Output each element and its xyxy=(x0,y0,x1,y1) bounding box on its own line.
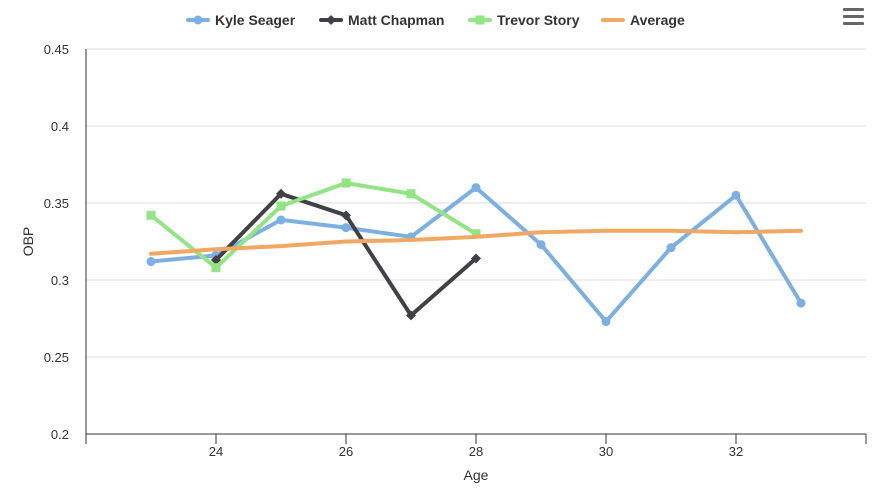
legend: Kyle Seager Matt Chapman Trevor Story Avera… xyxy=(186,12,685,28)
data-point xyxy=(406,189,416,199)
x-tick-label: 24 xyxy=(209,444,223,459)
data-point xyxy=(731,190,741,200)
y-tick-label: 0.2 xyxy=(51,427,69,442)
legend-item-kyle-seager[interactable]: Kyle Seager xyxy=(186,12,296,28)
series-line xyxy=(149,181,478,270)
series-group xyxy=(146,178,806,327)
data-point xyxy=(276,201,286,211)
data-point xyxy=(471,229,481,239)
data-point xyxy=(341,210,351,221)
y-tick-label: 0.3 xyxy=(51,273,69,288)
x-tick-label: 26 xyxy=(339,444,353,459)
data-point xyxy=(796,298,806,308)
data-point xyxy=(406,310,416,321)
legend-item-matt-chapman[interactable]: Matt Chapman xyxy=(319,12,444,28)
x-tick-label: 30 xyxy=(599,444,613,459)
y-tick-label: 0.25 xyxy=(44,350,69,365)
legend-label: Average xyxy=(630,12,685,28)
legend-label: Trevor Story xyxy=(497,12,580,28)
axes: 0.2 0.25 0.3 0.35 0.4 0.45 24 26 28 30 32 xyxy=(44,42,867,459)
x-axis-title: Age xyxy=(464,467,489,483)
data-point xyxy=(146,210,156,220)
series-trevor-story xyxy=(146,178,481,273)
legend-item-average[interactable]: Average xyxy=(601,12,685,28)
legend-swatch-marker xyxy=(193,15,203,25)
data-point xyxy=(276,188,286,199)
hamburger-menu-icon[interactable] xyxy=(843,8,864,25)
series-line xyxy=(149,228,803,256)
legend-swatch-marker xyxy=(326,15,336,25)
data-point xyxy=(341,178,351,188)
x-tick-label: 28 xyxy=(469,444,483,459)
data-point xyxy=(146,257,156,267)
y-axis-title: OBP xyxy=(20,227,36,257)
y-tick-label: 0.45 xyxy=(44,42,69,57)
data-point xyxy=(601,317,611,327)
series-average xyxy=(149,228,803,256)
data-point xyxy=(471,253,481,264)
x-tick-label: 32 xyxy=(729,444,743,459)
gridlines xyxy=(86,48,866,358)
legend-label: Matt Chapman xyxy=(348,12,444,28)
data-point xyxy=(211,254,221,265)
data-point xyxy=(276,215,286,225)
data-point xyxy=(536,240,546,250)
series-matt-chapman xyxy=(211,188,481,321)
data-point xyxy=(471,183,481,193)
data-point xyxy=(211,263,221,273)
legend-item-trevor-story[interactable]: Trevor Story xyxy=(468,12,580,28)
legend-label: Kyle Seager xyxy=(215,12,296,28)
y-tick-label: 0.35 xyxy=(44,196,69,211)
data-point xyxy=(341,223,351,233)
y-tick-label: 0.4 xyxy=(51,119,69,134)
legend-swatch-marker xyxy=(475,15,485,25)
data-point xyxy=(666,243,676,253)
